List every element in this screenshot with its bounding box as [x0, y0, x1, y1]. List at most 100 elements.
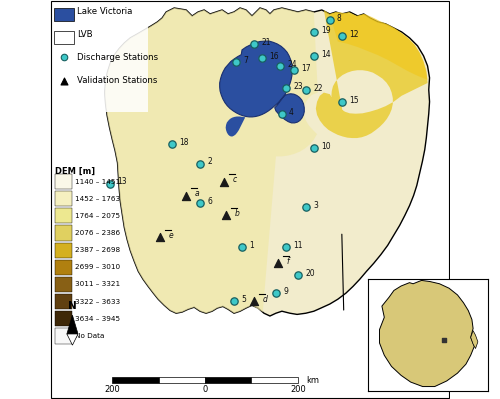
- Point: [196, 160, 204, 167]
- Point: [302, 204, 310, 211]
- Text: km: km: [306, 376, 320, 385]
- Text: LVB: LVB: [77, 30, 92, 39]
- Point: [274, 260, 282, 267]
- Polygon shape: [330, 12, 428, 80]
- Bar: [205, 377, 252, 383]
- Bar: [56, 225, 72, 241]
- Text: 8: 8: [337, 14, 342, 23]
- Bar: [54, 8, 74, 21]
- Text: 21: 21: [261, 38, 270, 47]
- Point: [294, 272, 302, 279]
- Polygon shape: [316, 10, 428, 138]
- Point: [272, 290, 280, 296]
- Text: 16: 16: [269, 52, 279, 61]
- Text: d: d: [263, 295, 268, 304]
- Text: 23: 23: [293, 82, 302, 91]
- Bar: [112, 377, 158, 383]
- Point: [220, 178, 228, 185]
- Bar: [52, 6, 148, 112]
- Point: [60, 77, 68, 84]
- Bar: [54, 31, 74, 44]
- Text: 3011 – 3321: 3011 – 3321: [75, 281, 120, 288]
- Bar: [56, 328, 72, 344]
- Text: 20: 20: [305, 269, 314, 278]
- Point: [156, 234, 164, 241]
- Text: f: f: [286, 257, 290, 266]
- Polygon shape: [220, 41, 304, 123]
- Bar: [56, 311, 72, 326]
- Text: 1140 – 1451: 1140 – 1451: [75, 178, 120, 185]
- Point: [222, 212, 230, 219]
- Text: e: e: [169, 231, 174, 240]
- Point: [310, 53, 318, 59]
- Text: 1764 – 2075: 1764 – 2075: [75, 213, 120, 219]
- Text: 13: 13: [118, 178, 127, 186]
- Text: 9: 9: [283, 287, 288, 296]
- Text: No Data: No Data: [75, 333, 104, 339]
- Text: 3634 – 3945: 3634 – 3945: [75, 316, 120, 322]
- Point: [258, 55, 266, 61]
- Point: [168, 140, 176, 147]
- Point: [282, 85, 290, 91]
- Text: b: b: [235, 209, 240, 218]
- Text: 15: 15: [349, 96, 358, 105]
- Point: [440, 336, 448, 343]
- Bar: [56, 243, 72, 258]
- Polygon shape: [105, 8, 430, 316]
- Point: [282, 244, 290, 251]
- Polygon shape: [470, 331, 478, 349]
- Point: [338, 33, 346, 39]
- Point: [182, 192, 190, 199]
- Point: [310, 144, 318, 151]
- Point: [302, 87, 310, 93]
- Polygon shape: [380, 280, 474, 387]
- Text: 24: 24: [287, 60, 296, 69]
- Point: [106, 180, 114, 187]
- Text: 17: 17: [301, 64, 310, 73]
- Text: Validation Stations: Validation Stations: [77, 76, 157, 85]
- Text: 0: 0: [202, 385, 207, 395]
- Text: DEM [m]: DEM [m]: [56, 166, 96, 176]
- Polygon shape: [226, 117, 245, 136]
- Point: [60, 54, 68, 61]
- Point: [230, 298, 238, 304]
- Text: 3322 – 3633: 3322 – 3633: [75, 298, 120, 305]
- Text: 2387 – 2698: 2387 – 2698: [75, 247, 120, 253]
- Text: 200: 200: [104, 385, 120, 395]
- Text: 2076 – 2386: 2076 – 2386: [75, 230, 120, 236]
- Bar: [56, 208, 72, 223]
- Text: 6: 6: [208, 198, 212, 206]
- Point: [232, 59, 240, 65]
- Text: 10: 10: [321, 142, 330, 150]
- Point: [310, 29, 318, 35]
- Point: [238, 244, 246, 251]
- Bar: [252, 377, 298, 383]
- Text: Lake Victoria: Lake Victoria: [77, 6, 132, 16]
- Polygon shape: [67, 315, 78, 334]
- Point: [278, 111, 286, 117]
- Text: 22: 22: [313, 84, 322, 93]
- Text: 2699 – 3010: 2699 – 3010: [75, 264, 120, 271]
- Point: [276, 63, 284, 69]
- Polygon shape: [67, 334, 78, 345]
- Point: [290, 67, 298, 73]
- Polygon shape: [105, 8, 318, 313]
- Text: 7: 7: [243, 56, 248, 65]
- Point: [196, 200, 204, 207]
- Point: [338, 99, 346, 105]
- Bar: [56, 277, 72, 292]
- Bar: [56, 174, 72, 189]
- Text: a: a: [195, 190, 200, 198]
- Text: 2: 2: [208, 158, 212, 166]
- Text: 5: 5: [241, 295, 246, 304]
- Text: 1452 – 1763: 1452 – 1763: [75, 196, 120, 202]
- Bar: [56, 260, 72, 275]
- Text: 12: 12: [349, 30, 358, 39]
- Point: [250, 41, 258, 47]
- Text: 1: 1: [249, 241, 254, 250]
- Bar: [56, 191, 72, 206]
- Text: 200: 200: [290, 385, 306, 395]
- Text: 3: 3: [313, 201, 318, 210]
- Text: N: N: [68, 301, 77, 311]
- Text: 14: 14: [321, 50, 330, 59]
